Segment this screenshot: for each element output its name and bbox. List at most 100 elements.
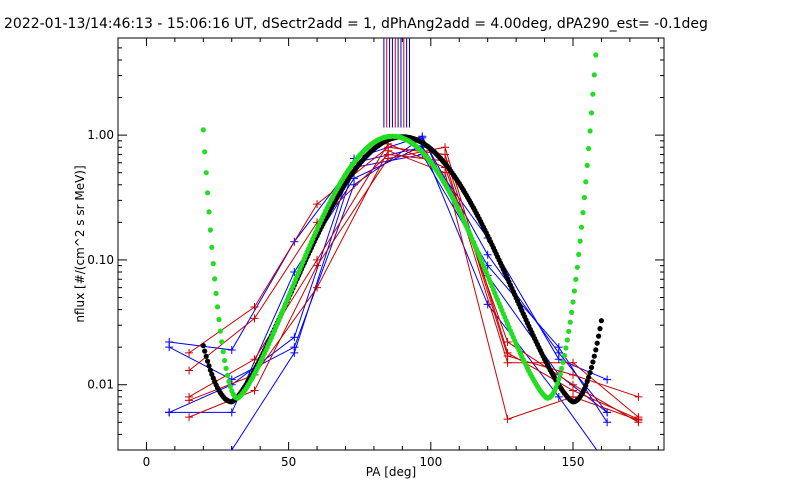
series-line <box>188 146 639 420</box>
fit-point <box>586 145 592 152</box>
fit-point <box>573 276 579 282</box>
fit-point <box>219 339 225 345</box>
x-tick-label: 0 <box>143 455 151 469</box>
fit-point <box>580 210 586 216</box>
fit-point <box>214 304 221 310</box>
series <box>227 150 612 450</box>
fit-point <box>590 91 596 97</box>
fit-point <box>583 382 589 388</box>
data-point <box>603 375 612 384</box>
data-point <box>185 366 194 375</box>
data-point <box>569 386 577 395</box>
data-point <box>250 355 259 364</box>
fit-point <box>564 337 570 343</box>
fit-point <box>220 349 226 355</box>
series-line <box>169 146 608 381</box>
data-point <box>569 370 577 379</box>
x-axis-label: PA [deg] <box>366 465 416 479</box>
x-tick-label: 150 <box>562 455 585 469</box>
fit-point <box>202 149 208 155</box>
fit-point <box>571 288 578 294</box>
data-point <box>634 392 643 401</box>
data-point <box>503 338 512 347</box>
data-point <box>441 168 450 177</box>
x-tick-label: 100 <box>419 455 442 469</box>
fit-point <box>559 365 565 372</box>
data-point <box>603 408 612 417</box>
fit-point <box>222 357 228 364</box>
data-point <box>503 348 512 357</box>
fit-point <box>598 318 605 324</box>
data-point <box>250 302 259 311</box>
fit-point <box>577 238 583 244</box>
fit-point <box>205 358 211 364</box>
fit-point <box>207 367 213 373</box>
series <box>185 139 643 427</box>
fit-point <box>574 264 580 270</box>
data-point <box>554 343 563 352</box>
fit-curve <box>200 52 599 401</box>
marker-lines <box>383 38 410 128</box>
fit-point <box>557 371 563 377</box>
series-line <box>168 137 608 413</box>
y-axis-label: nflux [#/(cm^2 s sr MeV)] <box>73 165 87 322</box>
fit-point <box>554 381 561 387</box>
fit-point <box>560 359 566 365</box>
fit-point <box>200 343 206 349</box>
fit-point <box>216 316 222 323</box>
fit-point <box>205 190 211 196</box>
fit-curves <box>200 52 605 405</box>
fit-point <box>590 359 596 365</box>
fit-point <box>567 319 573 325</box>
fit-point <box>569 309 575 315</box>
fit-point <box>200 127 206 133</box>
fit-point <box>583 179 589 185</box>
data-point <box>503 415 512 424</box>
fit-point <box>587 128 593 134</box>
fit-point <box>591 353 597 359</box>
fit-point <box>227 384 233 390</box>
chart-title: 2022-01-13/14:46:13 - 15:06:16 UT, dSect… <box>4 16 708 32</box>
data-point <box>290 348 299 357</box>
data-point <box>313 283 322 292</box>
fit-point <box>223 365 229 371</box>
fit-point <box>570 299 576 305</box>
data-point <box>250 386 259 395</box>
data-point <box>483 250 492 259</box>
fit-point <box>578 224 585 230</box>
data-point <box>185 396 194 405</box>
series-line <box>188 150 639 421</box>
y-axis: 0.01 0.10 1.00 <box>87 37 664 451</box>
data-point <box>384 154 393 163</box>
data-point <box>554 392 563 401</box>
data-point <box>313 200 322 209</box>
fit-point <box>203 353 209 359</box>
fit-point <box>593 52 599 58</box>
fit-point <box>566 328 572 334</box>
series <box>185 146 643 425</box>
data-point <box>185 348 194 357</box>
fit-point <box>588 364 595 371</box>
series-line <box>188 143 639 423</box>
fit-point <box>581 194 588 201</box>
fit-point <box>213 290 219 296</box>
fit-point <box>591 72 597 78</box>
fit-point <box>576 251 582 258</box>
y-tick-label: 1.00 <box>87 128 114 142</box>
data-point <box>384 146 393 155</box>
fit-point <box>596 333 602 339</box>
data-point <box>185 413 194 422</box>
data-point <box>227 408 236 417</box>
fit-point <box>209 244 215 250</box>
fit-point <box>586 374 592 380</box>
fit-point <box>212 276 218 282</box>
data-point <box>227 345 236 354</box>
plot-frame <box>117 37 665 451</box>
fit-point <box>206 209 212 215</box>
data-point <box>165 343 174 352</box>
fit-point <box>588 110 595 116</box>
data-point <box>290 333 299 342</box>
fit-point <box>217 328 223 334</box>
series <box>165 141 598 450</box>
